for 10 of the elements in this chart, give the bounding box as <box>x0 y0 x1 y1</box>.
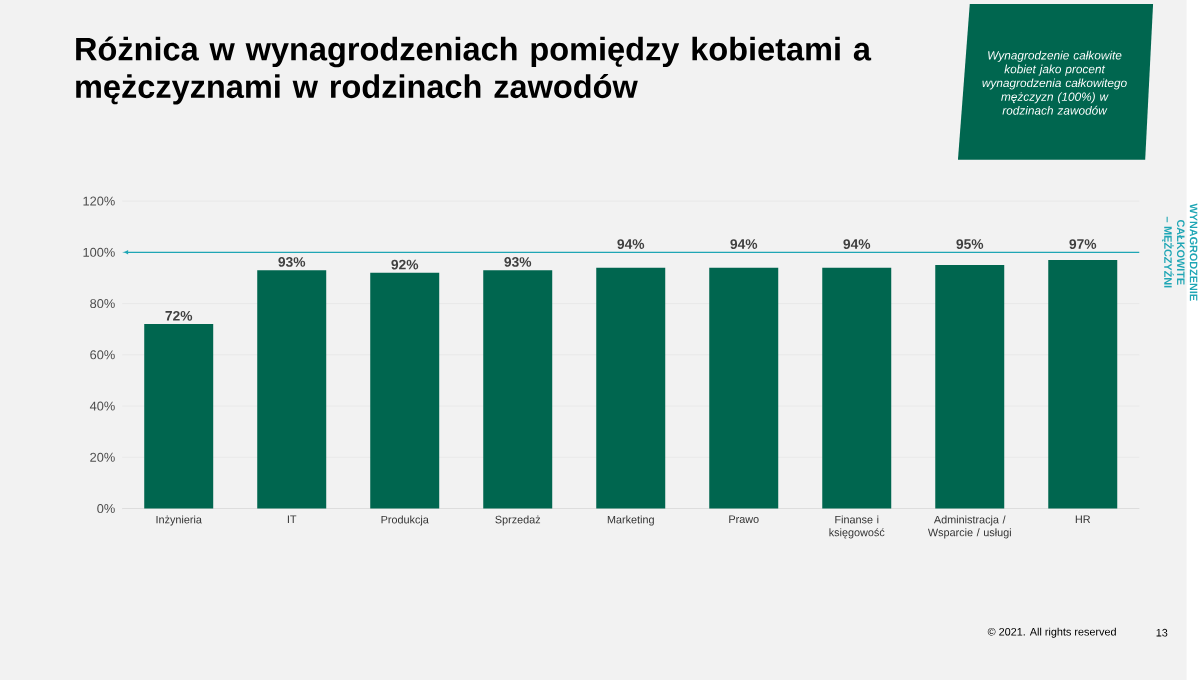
bar <box>144 324 214 509</box>
bar <box>370 272 440 509</box>
bar <box>257 270 327 509</box>
chart-title: Różnica w wynagrodzeniach pomiędzy kobietami a mężczyznami w rodzinach zawodów <box>76 36 872 105</box>
bar <box>596 267 666 509</box>
bar <box>1048 259 1118 509</box>
bar <box>822 267 892 509</box>
bar <box>709 267 779 509</box>
bar <box>935 265 1005 509</box>
bar <box>483 270 553 509</box>
